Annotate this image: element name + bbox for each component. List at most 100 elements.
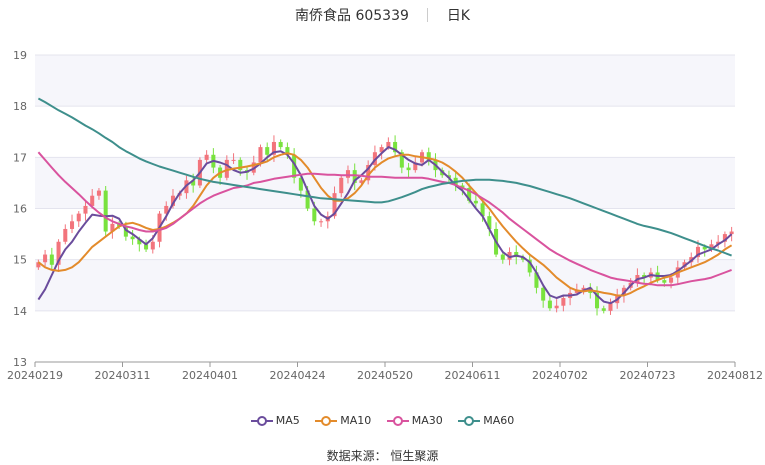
candle-body (238, 159, 243, 171)
candle-body (547, 300, 552, 309)
legend-label-ma30: MA30 (411, 413, 443, 427)
legend-label-ma60: MA60 (483, 413, 515, 427)
y-tick-label: 19 (13, 49, 27, 62)
candle-body (83, 205, 88, 214)
period-label: 日K (446, 8, 470, 24)
legend-item-ma10[interactable]: MA10 (315, 414, 371, 427)
candle-body (110, 223, 115, 232)
candle-body (70, 221, 75, 229)
candle-body (265, 147, 270, 155)
candle-body (117, 223, 122, 227)
plot-band (35, 157, 735, 209)
y-tick-label: 13 (13, 356, 27, 369)
candle-body (271, 141, 276, 155)
candle-body (581, 287, 586, 291)
candle-body (514, 251, 519, 258)
candle-body (601, 308, 606, 311)
title-separator (427, 8, 429, 22)
ma-line-ma30 (37, 151, 732, 287)
candle-body (527, 259, 532, 273)
candle-body (278, 141, 283, 148)
candle-body (90, 195, 95, 206)
legend-item-ma5[interactable]: MA5 (250, 413, 300, 427)
plot-band (35, 106, 735, 158)
candle-body (709, 244, 714, 250)
x-tick-label: 20240702 (532, 369, 588, 382)
candle-body (305, 190, 310, 209)
x-tick-label: 20240311 (95, 369, 151, 382)
candle-body (366, 165, 371, 181)
candle-body (150, 241, 155, 250)
candle-body (413, 162, 418, 171)
candle-body (487, 216, 492, 229)
candle-body (595, 292, 600, 309)
candle-body (319, 221, 324, 223)
candle-body (669, 277, 674, 283)
candle-body (695, 246, 700, 258)
x-tick-label: 20240424 (270, 369, 326, 382)
x-tick-label: 20240611 (445, 369, 501, 382)
candle-body (386, 141, 391, 148)
legend-swatch-ma60 (458, 415, 481, 426)
candle-body (123, 226, 128, 237)
candle-body (473, 200, 478, 204)
candle-body (191, 180, 196, 186)
candle-body (258, 147, 263, 163)
candle-body (702, 246, 707, 250)
candle-body (507, 251, 512, 260)
candle-body (406, 167, 411, 171)
candle-body (312, 208, 317, 222)
candle-body (298, 177, 303, 191)
candle-body (662, 280, 667, 283)
x-tick-label: 20240219 (7, 369, 63, 382)
y-tick-label: 14 (13, 305, 27, 318)
plot-band (35, 208, 735, 260)
candle-body (716, 241, 721, 245)
ma-line-ma60 (37, 97, 732, 257)
y-tick-label: 15 (13, 254, 27, 267)
candle-body (554, 305, 559, 309)
data-source: 数据来源： 恒生聚源 (326, 449, 439, 463)
candle-body (43, 254, 48, 263)
y-tick-label: 16 (13, 203, 27, 216)
candle-body (642, 275, 647, 278)
candle-body (63, 228, 68, 242)
candle-body (49, 254, 54, 265)
y-tick-label: 18 (13, 100, 27, 113)
legend-swatch-ma10 (315, 415, 338, 426)
candle-body (359, 180, 364, 183)
candle-body (393, 141, 398, 153)
candle-body (500, 254, 505, 260)
x-tick-label: 20240812 (707, 369, 763, 382)
candle-body (292, 154, 297, 178)
candle-body (204, 154, 209, 160)
legend-item-ma60[interactable]: MA60 (458, 414, 514, 427)
candle-body (339, 177, 344, 194)
candle-body (574, 290, 579, 293)
chart-title: 南侨食品 605339 日K (0, 5, 765, 25)
candle-body (426, 152, 431, 160)
candle-body (722, 234, 727, 242)
candle-body (130, 236, 135, 240)
candle-body (729, 231, 734, 235)
x-tick-label: 20240520 (357, 369, 413, 382)
candle-body (170, 195, 175, 206)
legend-label-ma5: MA5 (275, 413, 300, 427)
candle-body (399, 152, 404, 168)
legend-label-ma10: MA10 (340, 413, 372, 427)
candle-body (352, 170, 357, 183)
candle-body (164, 205, 169, 214)
x-tick-label: 20240401 (182, 369, 238, 382)
candle-body (76, 213, 81, 222)
candle-body (144, 244, 149, 250)
candle-body (467, 188, 472, 201)
x-tick-label: 20240723 (620, 369, 676, 382)
candle-body (224, 159, 229, 178)
candle-body (534, 272, 539, 288)
candle-body (460, 185, 465, 189)
candle-body (608, 303, 613, 311)
legend-item-ma30[interactable]: MA30 (386, 413, 443, 427)
candle-body (137, 239, 142, 245)
